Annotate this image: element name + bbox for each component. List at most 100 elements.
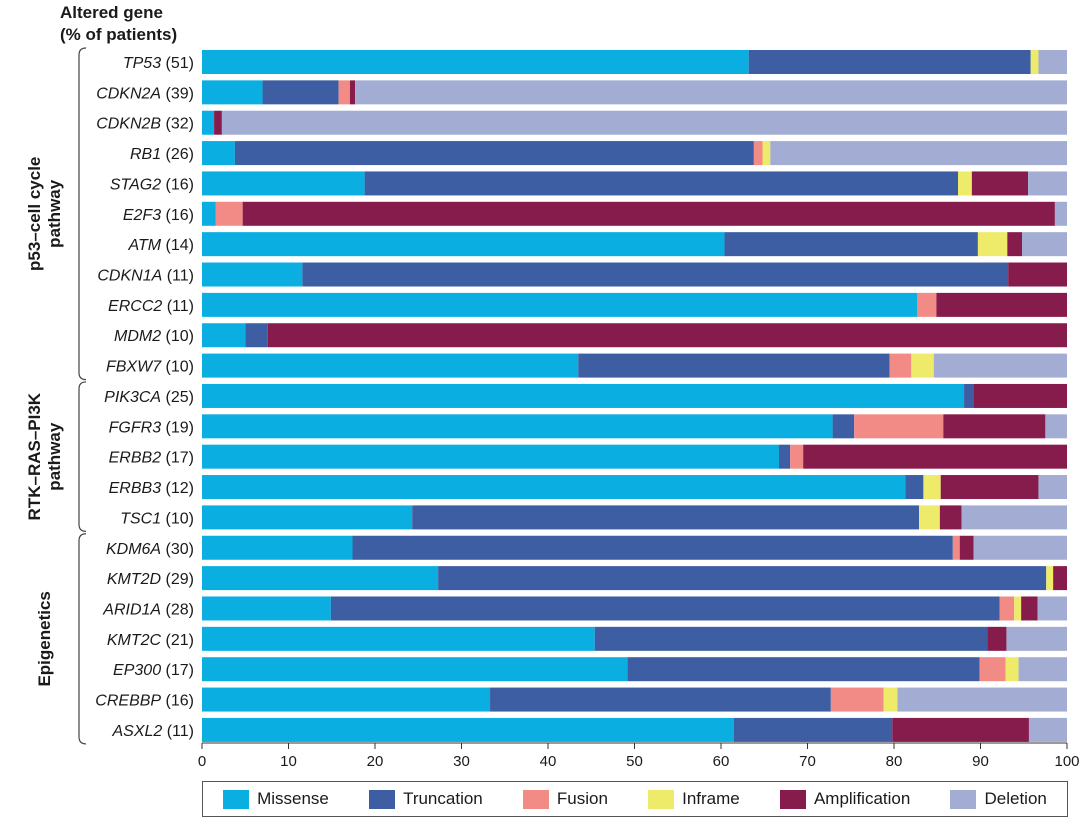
legend-label-missense: Missense [257,789,329,808]
legend-item-fusion: Fusion [522,789,608,809]
bar-segment-tsc1-deletion [961,505,1067,530]
bar-segment-kdm6a-truncation [352,535,953,560]
gene-label-fgfr3: FGFR3 (19) [109,419,194,436]
x-tick-label-0: 0 [198,753,206,770]
bar-segment-tp53-missense [202,50,749,74]
bar-segment-cdkn2a-truncation [262,80,339,105]
bar-segment-fbxw7-fusion [889,353,912,378]
bar-segment-rb1-deletion [770,141,1067,166]
gene-label-arid1a: ARID1A (28) [102,601,194,618]
bar-segment-cdkn1a-amplification [1008,262,1067,287]
gene-label-tp53: TP53 (51) [123,55,194,72]
bar-segment-cdkn2a-deletion [355,80,1067,105]
legend-swatch-missense [223,789,250,809]
bar-segment-ep300-inframe [1005,657,1019,682]
bar-segment-erbb2-fusion [790,444,804,469]
bar-segment-kmt2c-missense [202,626,595,651]
bar-segment-atm-amplification [1007,232,1023,257]
bar-segment-erbb3-amplification [940,475,1039,500]
bar-segment-kmt2c-deletion [1006,626,1067,651]
bar-segment-ep300-fusion [979,657,1006,682]
y-axis-header-line1: Altered gene [60,3,163,22]
legend-label-truncation: Truncation [403,789,483,808]
bar-segment-kmt2d-amplification [1053,566,1067,591]
gene-label-rb1: RB1 (26) [130,146,194,163]
bar-segment-ercc2-amplification [936,292,1067,317]
bar-segment-tsc1-inframe [919,505,940,530]
legend-label-deletion: Deletion [984,789,1047,808]
bar-segment-crebbp-truncation [490,687,831,712]
gene-label-pik3ca: PIK3CA (25) [104,389,194,406]
bar-segment-e2f3-missense [202,201,216,226]
bar-segment-asxl2-amplification [892,717,1029,742]
bar-segment-cdkn1a-truncation [302,262,1009,287]
gene-label-kmt2d: KMT2D (29) [107,571,194,588]
bar-segment-stag2-truncation [364,171,959,196]
bar-segment-tp53-deletion [1038,50,1068,74]
bar-segment-rb1-truncation [234,141,754,166]
gene-label-cdkn2a: CDKN2A (39) [96,85,194,102]
bar-segment-fgfr3-deletion [1045,414,1068,439]
bar-segment-erbb3-missense [202,475,906,500]
gene-label-atm: ATM (14) [128,237,195,254]
x-tick-label-60: 60 [713,753,730,770]
x-tick-label-90: 90 [972,753,989,770]
bar-segment-asxl2-truncation [733,717,893,742]
bar-segment-arid1a-truncation [330,596,1000,621]
bar-segment-mdm2-truncation [245,323,268,348]
bar-segment-arid1a-fusion [999,596,1015,621]
bar-segment-fgfr3-truncation [832,414,855,439]
bar-segment-cdkn2a-fusion [338,80,350,105]
bar-segment-tsc1-truncation [412,505,920,530]
group-bracket-p53-cell-cycle-pathway [78,47,87,381]
bar-segment-kdm6a-amplification [959,535,974,560]
bar-segment-atm-inframe [977,232,1008,257]
x-tick-label-80: 80 [886,753,903,770]
legend-item-inframe: Inframe [648,789,740,809]
bar-segment-erbb3-truncation [905,475,924,500]
x-tick-label-100: 100 [1054,753,1079,770]
bar-segment-fbxw7-inframe [911,353,934,378]
bar-segment-cdkn2b-missense [202,110,215,135]
bar-segment-stag2-missense [202,171,365,196]
bar-segment-cdkn2b-deletion [221,110,1068,135]
x-tick-label-10: 10 [280,753,297,770]
bar-segment-erbb2-amplification [803,444,1067,469]
bar-segment-cdkn2b-amplification [214,110,222,135]
gene-label-ercc2: ERCC2 (11) [108,298,194,315]
gene-label-ep300: EP300 (17) [113,662,194,679]
y-axis-header: Altered gene (% of patients) [60,2,210,46]
bar-segment-fgfr3-fusion [854,414,944,439]
bar-segment-kdm6a-deletion [973,535,1067,560]
bar-segment-tsc1-missense [202,505,413,530]
legend-swatch-fusion [522,789,549,809]
legend-swatch-deletion [950,789,977,809]
legend-item-deletion: Deletion [950,789,1047,809]
bar-segment-atm-missense [202,232,725,257]
bar-segment-erbb3-inframe [923,475,941,500]
x-tick-label-20: 20 [367,753,384,770]
stacked-bar-chart: TP53 (51) CDKN2A (39) CDKN2B (32) RB1 (26) S… [25,47,1080,770]
chart-legend: Missense Truncation Fusion Inframe Ampli… [202,781,1068,817]
group-bracket-epigenetics [78,533,87,745]
legend-item-missense: Missense [223,789,329,809]
bar-segment-fgfr3-amplification [943,414,1046,439]
bar-segment-e2f3-amplification [242,201,1055,226]
bar-segment-kmt2d-truncation [438,566,1047,591]
gene-label-stag2: STAG2 (16) [110,176,194,193]
bar-segment-mdm2-missense [202,323,246,348]
bar-segment-asxl2-deletion [1028,717,1067,742]
bar-segment-kmt2d-missense [202,566,439,591]
bar-segment-kdm6a-fusion [952,535,960,560]
bar-segment-arid1a-inframe [1014,596,1022,621]
bar-segment-kmt2d-inframe [1046,566,1054,591]
x-tick-label-40: 40 [540,753,557,770]
group-bracket-rtk-ras-pi3k-pathway [78,381,87,532]
x-tick-label-30: 30 [453,753,470,770]
legend-swatch-inframe [648,789,675,809]
bar-segment-crebbp-fusion [830,687,884,712]
bar-segment-tp53-truncation [748,50,1031,74]
bar-segment-tp53-inframe [1030,50,1039,74]
bar-segment-rb1-missense [202,141,235,166]
gene-label-mdm2: MDM2 (10) [114,328,194,345]
